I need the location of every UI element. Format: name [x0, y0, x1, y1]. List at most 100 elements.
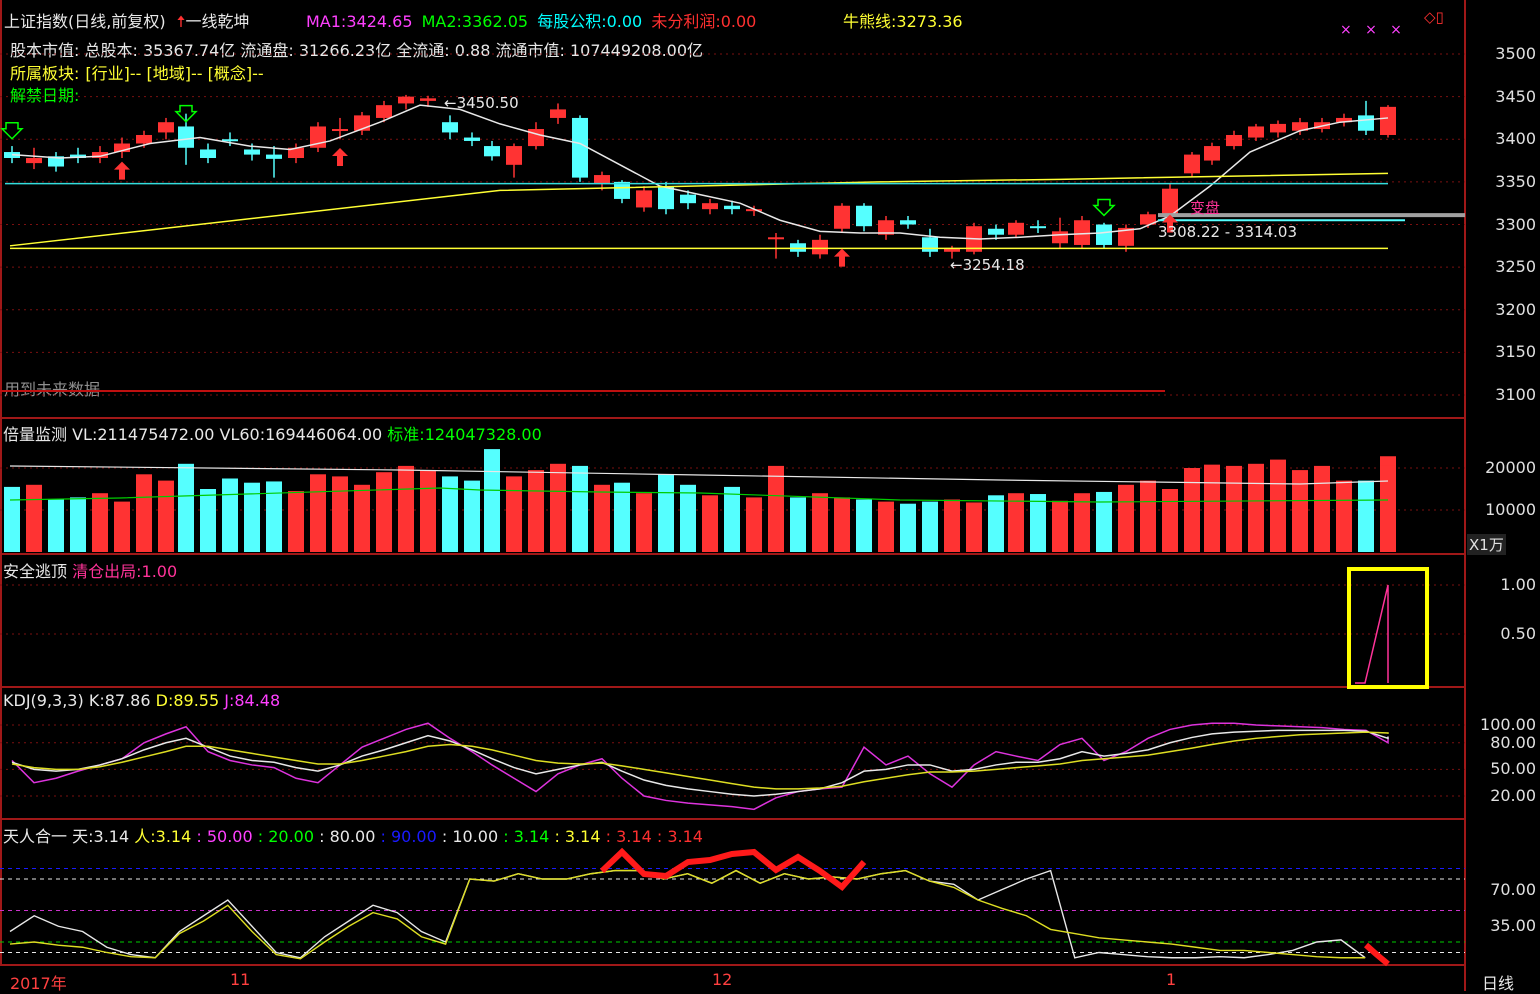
volume-bar: [376, 472, 392, 552]
volume-bar: [484, 449, 500, 552]
axis-tick-label: 3100: [1495, 385, 1536, 404]
sell-arrow-icon: [834, 248, 850, 267]
volume-bar: [572, 465, 588, 552]
volume-bar: [70, 497, 86, 552]
star-markers: × × ×: [1340, 22, 1402, 38]
candle-body: [26, 158, 42, 164]
volume-bar: [944, 499, 960, 552]
axis-tick-label: 3400: [1495, 129, 1536, 149]
volume-bar: [1052, 500, 1068, 552]
candle-body: [398, 96, 414, 104]
candle-body: [1358, 115, 1374, 131]
volume-bar: [1336, 480, 1352, 552]
axis-tick-label: 3150: [1495, 342, 1536, 362]
volume-bar: [1270, 459, 1286, 552]
candle-body: [1052, 231, 1068, 244]
candle-body: [1184, 154, 1200, 174]
axis-tick-label: 1.00: [1500, 575, 1536, 594]
candle-body: [136, 134, 152, 144]
axis-tick-label: 3450: [1495, 86, 1536, 106]
sell-arrow-icon: [1162, 214, 1178, 233]
candle-body: [636, 190, 652, 208]
candle-body: [1270, 123, 1286, 133]
diamond-icon[interactable]: ◇: [1424, 8, 1436, 26]
candle-body: [594, 175, 610, 184]
volume-header: 倍量监测 VL:211475472.00 VL60:169446064.00 标…: [3, 425, 542, 444]
volume-bar: [528, 470, 544, 552]
eps-value: 0.00: [606, 12, 643, 31]
window-icon[interactable]: ▯: [1435, 8, 1444, 26]
ma-readout: MA1:3424.65 MA2:3362.05 每股公积:0.00 未分利润:0…: [306, 12, 757, 31]
volume-bar: [834, 497, 850, 552]
volume-bar: [614, 482, 630, 552]
candle-body: [200, 149, 216, 159]
signal-highlight-box: [1347, 567, 1429, 689]
kdj-j-line: [11, 722, 1389, 811]
volume-bar: [550, 463, 566, 552]
candle-body: [70, 154, 86, 159]
x-label-dec: 12: [712, 970, 733, 989]
candle-body: [266, 154, 282, 159]
axis-tick-label: 80.00: [1490, 732, 1536, 752]
axis-tick-label: 100.00: [1480, 715, 1536, 734]
security-title[interactable]: 上证指数(日线,前复权): [4, 12, 166, 31]
volume-bar: [1358, 480, 1374, 552]
volume-bar: [1226, 465, 1242, 552]
volume-bar: [1030, 494, 1046, 552]
x-label-jan: 1: [1166, 970, 1177, 989]
volume-bar: [878, 501, 894, 552]
volume-bar: [158, 480, 174, 552]
volume-bar: [856, 499, 872, 552]
candle-body: [442, 122, 458, 133]
candle-body: [724, 205, 740, 210]
candle-body: [790, 243, 806, 252]
candle-body: [878, 220, 894, 235]
volume-bar: [1204, 464, 1220, 552]
volume-bar: [1096, 491, 1112, 552]
volume-bar: [1380, 465, 1396, 552]
candle-body: [834, 205, 850, 229]
volume-bar: [1008, 493, 1024, 552]
candle-body: [420, 98, 436, 101]
future-data-note: 用到未来数据: [4, 380, 101, 399]
volume-bar: [636, 493, 652, 552]
volume-bar: [48, 499, 64, 552]
kdj-d-line: [11, 731, 1389, 790]
candle-body: [988, 228, 1004, 235]
undist-value: 0.00: [720, 12, 757, 31]
capital-info: 股本市值: 总股本: 35367.74亿 流通盘: 31266.23亿 全流通:…: [10, 41, 704, 60]
buy-arrow-icon: [174, 104, 198, 123]
volume-bar: [420, 470, 436, 552]
indicator-name[interactable]: 一线乾坤: [185, 12, 250, 31]
candle-body: [922, 237, 938, 252]
volume-bar: [1292, 470, 1308, 552]
volume-bar: [332, 476, 348, 552]
candle-body: [900, 220, 916, 225]
volume-bar: [1162, 489, 1178, 552]
x-label-nov: 11: [230, 970, 251, 989]
buy-arrow-icon: [1092, 198, 1116, 217]
candle-body: [856, 205, 872, 227]
volume-bar: [4, 486, 20, 552]
candle-body: [1008, 222, 1024, 235]
escape-header: 安全逃顶 清仓出局:1.00: [3, 562, 178, 581]
candle-body: [464, 137, 480, 141]
range-annotation: 3308.22 - 3314.03: [1158, 223, 1298, 241]
volume-bar: [658, 474, 674, 552]
buy-arrow-icon: [0, 121, 24, 140]
ma2-value: 3362.05: [461, 12, 529, 31]
kdj-k-line: [11, 729, 1389, 797]
volume-bar: [178, 463, 194, 552]
candle-body: [702, 203, 718, 210]
volume-bar: [680, 484, 696, 552]
period-label[interactable]: 日线: [1482, 974, 1515, 993]
volume-bar: [812, 493, 828, 552]
volume-bar: [1314, 465, 1330, 552]
candle-body: [48, 156, 64, 167]
escape-signal-line: [1355, 584, 1389, 684]
volume-bar: [1118, 484, 1134, 552]
candle-body: [812, 239, 828, 255]
candle-body: [288, 147, 304, 159]
bull-bear-line: 牛熊线:3273.36: [843, 12, 963, 31]
